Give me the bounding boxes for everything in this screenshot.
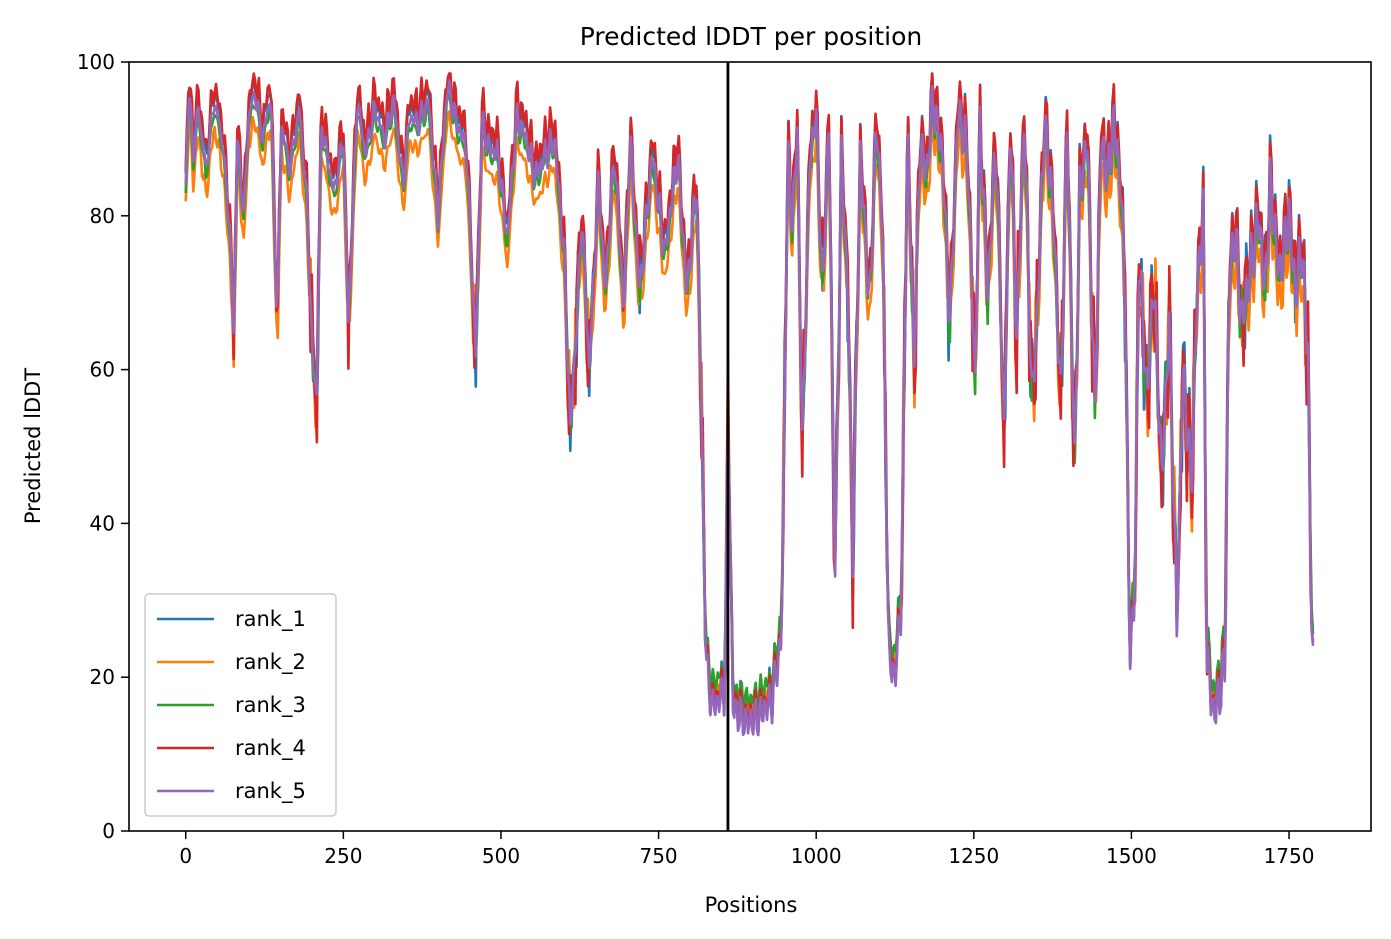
x-tick-label: 500 [482,844,520,868]
legend-label-rank_3: rank_3 [235,693,306,718]
legend-label-rank_1: rank_1 [235,607,306,632]
plot-area [184,62,1315,831]
x-axis: 0 250 500 750 1000 1250 1500 1750 [179,831,1314,868]
x-tick-label: 1250 [948,844,999,868]
y-tick-label: 0 [102,819,115,843]
x-tick-label: 0 [179,844,192,868]
y-tick-label: 20 [90,665,115,689]
legend-label-rank_4: rank_4 [235,736,306,761]
plot-frame [128,61,1372,832]
series-line-rank_5 [184,79,1315,737]
x-tick-label: 1500 [1106,844,1157,868]
legend-label-rank_2: rank_2 [235,650,306,675]
x-tick-label: 250 [324,844,362,868]
legend-label-rank_5: rank_5 [235,779,306,804]
x-tick-label: 1000 [791,844,842,868]
legend: rank_1 rank_2 rank_3 rank_4 rank_5 [144,593,337,817]
y-tick-label: 100 [77,50,115,74]
y-tick-label: 60 [90,358,115,382]
x-axis-label: Positions [705,893,798,917]
y-tick-label: 40 [90,511,115,535]
y-tick-label: 80 [90,204,115,228]
y-axis-label: Predicted lDDT [21,368,45,524]
legend-box [144,593,337,817]
x-tick-label: 1750 [1264,844,1315,868]
y-axis: 0 20 40 60 80 100 [77,50,129,843]
x-tick-label: 750 [639,844,677,868]
chart-title: Predicted lDDT per position [580,22,922,51]
